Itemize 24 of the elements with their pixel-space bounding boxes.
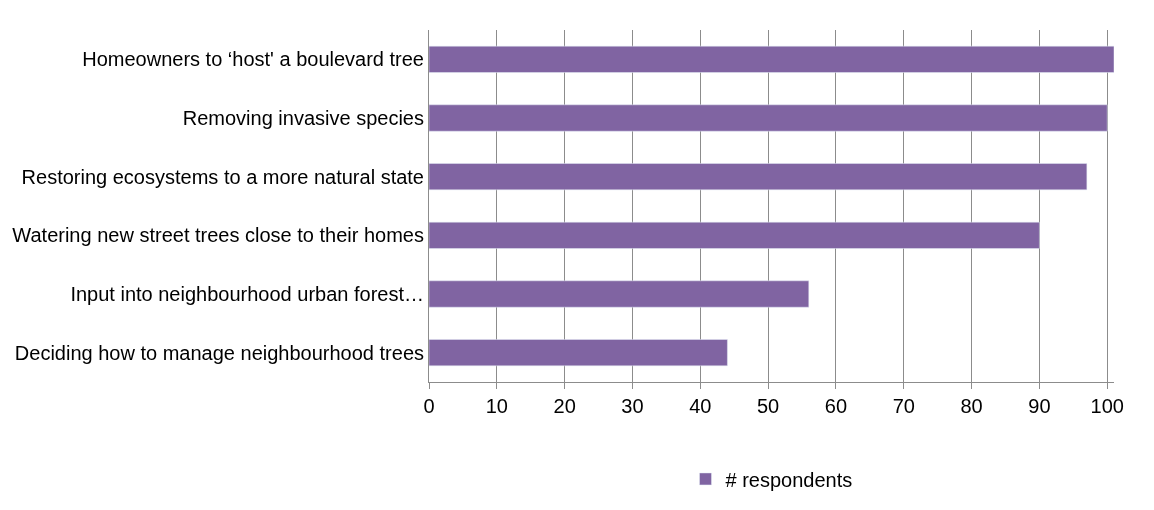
x-tick-label: 60 bbox=[824, 395, 848, 417]
y-tick-label: Restoring ecosystems to a more natural state bbox=[21, 165, 424, 188]
x-tick-label: 40 bbox=[689, 395, 712, 417]
bar bbox=[429, 221, 1040, 249]
x-tick-label: 50 bbox=[756, 395, 780, 417]
bar bbox=[429, 339, 728, 367]
x-tick-label: 10 bbox=[485, 395, 508, 417]
x-tick-label: 30 bbox=[621, 395, 644, 417]
y-tick-label: Input into neighbourhood urban forest… bbox=[70, 283, 424, 305]
bar bbox=[429, 163, 1088, 191]
x-tick-label: 100 bbox=[1090, 395, 1124, 417]
x-tick-label: 90 bbox=[1028, 395, 1051, 417]
legend-label: # respondents bbox=[725, 468, 853, 491]
x-tick-label: 80 bbox=[960, 395, 983, 417]
bar bbox=[429, 280, 810, 308]
y-tick-label: Deciding how to manage neighbourhood trees bbox=[14, 341, 424, 364]
y-tick-label: Removing invasive species bbox=[182, 107, 424, 129]
y-tick-label: Homeowners to ‘host' a boulevard tree bbox=[82, 48, 424, 71]
bar bbox=[429, 104, 1108, 132]
bar bbox=[429, 45, 1114, 73]
x-tick-label: 0 bbox=[423, 395, 435, 417]
x-tick-label: 70 bbox=[892, 395, 915, 417]
y-tick-label: Watering new street trees close to their homes bbox=[12, 224, 424, 247]
x-tick-label: 20 bbox=[553, 395, 576, 417]
